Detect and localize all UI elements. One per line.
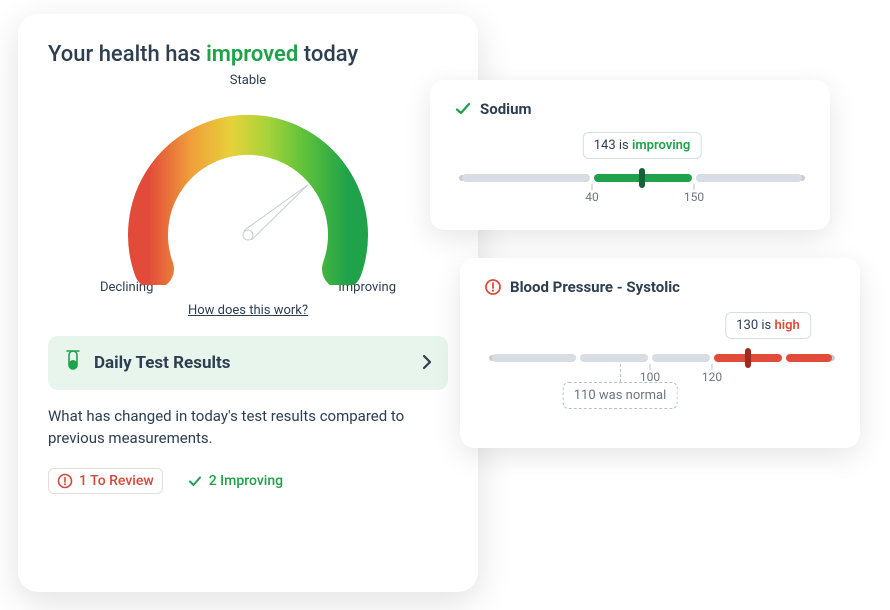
daily-results-title: Daily Test Results [94,353,410,373]
alert-icon [57,473,73,489]
tick-label: 40 [585,190,599,204]
bp-value-status: high [774,318,799,333]
headline-highlight: improved [206,42,298,67]
improving-label: 2 Improving [209,473,283,489]
tick-label: 120 [702,370,722,384]
bp-value-bubble: 130 is high [725,312,811,339]
blood-pressure-card: Blood Pressure - Systolic 100120130 is h… [460,258,860,448]
slider-thumb[interactable] [745,348,751,368]
bp-prev-marker [620,364,621,382]
how-does-this-work-link[interactable]: How does this work? [48,303,448,318]
sodium-value-bubble: 143 is improving [583,132,702,159]
sodium-header: Sodium [454,100,806,118]
track-segment [462,174,590,182]
headline-suffix: today [298,42,358,67]
alert-icon [484,278,502,296]
slider-thumb[interactable] [639,168,645,188]
health-gauge: Stable Declining Improving [48,73,448,303]
sodium-card: Sodium 40 150 143 is improving [430,80,830,230]
headline-prefix: Your health has [48,42,206,67]
check-icon [454,100,472,118]
track-segment [492,354,576,362]
daily-results-description: What has changed in today's test results… [48,406,448,450]
track-segment [580,354,648,362]
bp-value-text: 130 is [736,318,774,333]
track-segment [696,174,802,182]
health-summary-card: Your health has improved today Stable De… [18,14,478,592]
improving-badge[interactable]: 2 Improving [179,468,291,494]
track-segment [786,354,832,362]
bp-prev-bubble: 110 was normal [563,382,678,409]
sodium-title: Sodium [480,100,532,118]
bp-title: Blood Pressure - Systolic [510,278,680,296]
page-title: Your health has improved today [48,42,448,67]
gauge-arc [108,95,388,285]
sodium-value-status: improving [632,138,690,153]
track-segment [652,354,710,362]
to-review-label: 1 To Review [79,473,154,489]
to-review-badge[interactable]: 1 To Review [48,468,163,494]
bp-header: Blood Pressure - Systolic [484,278,836,296]
chevron-right-icon [422,351,432,375]
daily-test-results-row[interactable]: Daily Test Results [48,336,448,390]
tick-label: 150 [684,190,704,204]
sodium-slider: 40 150 143 is improving [454,132,806,222]
gauge-label-stable: Stable [230,73,266,88]
test-tube-icon [64,350,82,376]
status-badges: 1 To Review 2 Improving [48,468,448,494]
sodium-value-text: 143 is [594,138,632,153]
check-icon [187,473,203,489]
bp-slider: 100120130 is high110 was normal [484,310,836,430]
